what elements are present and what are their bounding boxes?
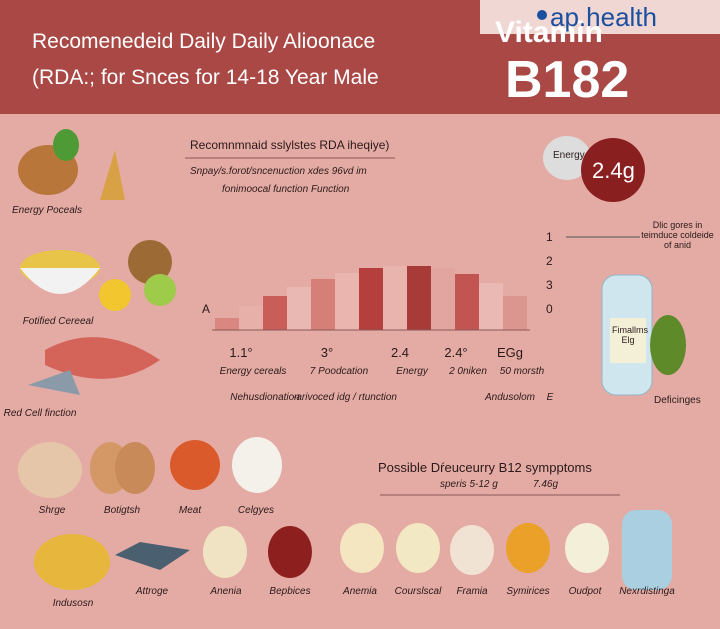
row-label: -arivoced idg / rtunction [293,392,397,403]
symptoms-range: speris 5-12 g [440,479,498,490]
center-heading: Recomnmnaid sslylstes RDA iheqiye) [190,138,390,152]
food-label: Symirices [506,586,550,597]
row-label: 7 Poodcation [309,366,369,377]
row-label: E [546,392,554,403]
title-line2: (RDA:; for Snces for 14-18 Year Male [32,66,379,89]
food-label: Indusosn [52,598,94,609]
food-label: Shrge [38,505,66,516]
logo: ap.health [550,2,657,32]
note: Dlic gores in teimduce coldeide of anid [641,220,714,250]
value-label: 2.4 [390,345,410,360]
b12: B182 [505,51,630,109]
symptoms-heading: Possible Dŕeuceurry B12 sympptoms [378,460,592,475]
symptoms-amount: 7.46g [533,479,559,490]
row-label: Andusolom [484,392,536,403]
row-label: Energy cereals [219,366,287,377]
axis-number: 3 [546,278,553,292]
axis-label: A [202,302,211,316]
row-label: 2 0niken [449,366,487,377]
value-label: 3° [320,345,334,360]
value-label: EGg [496,345,524,360]
center-sub: Snpay/s.forot/sncenuction xdes 96vd im [190,166,367,177]
food-label: Bepbices [269,586,311,597]
food-label: Nexrdistinga [619,586,675,597]
food-label: Courslscal [394,586,442,597]
bottle-label: Fimallms Elg [612,325,648,345]
axis-number: 1 [546,230,553,244]
food-label: Anenia [210,586,242,597]
value-label: 2.4° [444,345,468,360]
food-label: Red Cell finction [3,408,77,419]
center-sub: fonimoocal function Function [222,184,350,195]
food-label: Framia [456,586,488,597]
axis-number: 0 [546,302,553,316]
row-label: Nehusdionation [230,392,300,403]
energy-label: Energy [553,150,585,161]
food-label: Botigtsh [103,505,141,516]
value-label: 1.1° [229,345,253,360]
vitamin: Vitamin [495,16,603,49]
food-label: Anemia [343,586,377,597]
axis-number: 2 [546,254,553,268]
food-label: Attroge [135,586,169,597]
food-label: Fotified Cereeal [22,316,94,327]
food-label: Oudpot [568,586,602,597]
amount: 2.4g [592,158,635,183]
row-label: Energy [396,366,428,377]
row-label: 50 morsth [499,366,545,377]
food-label: Energy Poceals [11,205,83,216]
caption: Deficinges [654,395,701,406]
food-label: Celgyes [237,505,275,516]
food-label: Meat [178,505,202,516]
title-line1: Recomenedeid Daily Daily Alioonace [32,30,376,53]
